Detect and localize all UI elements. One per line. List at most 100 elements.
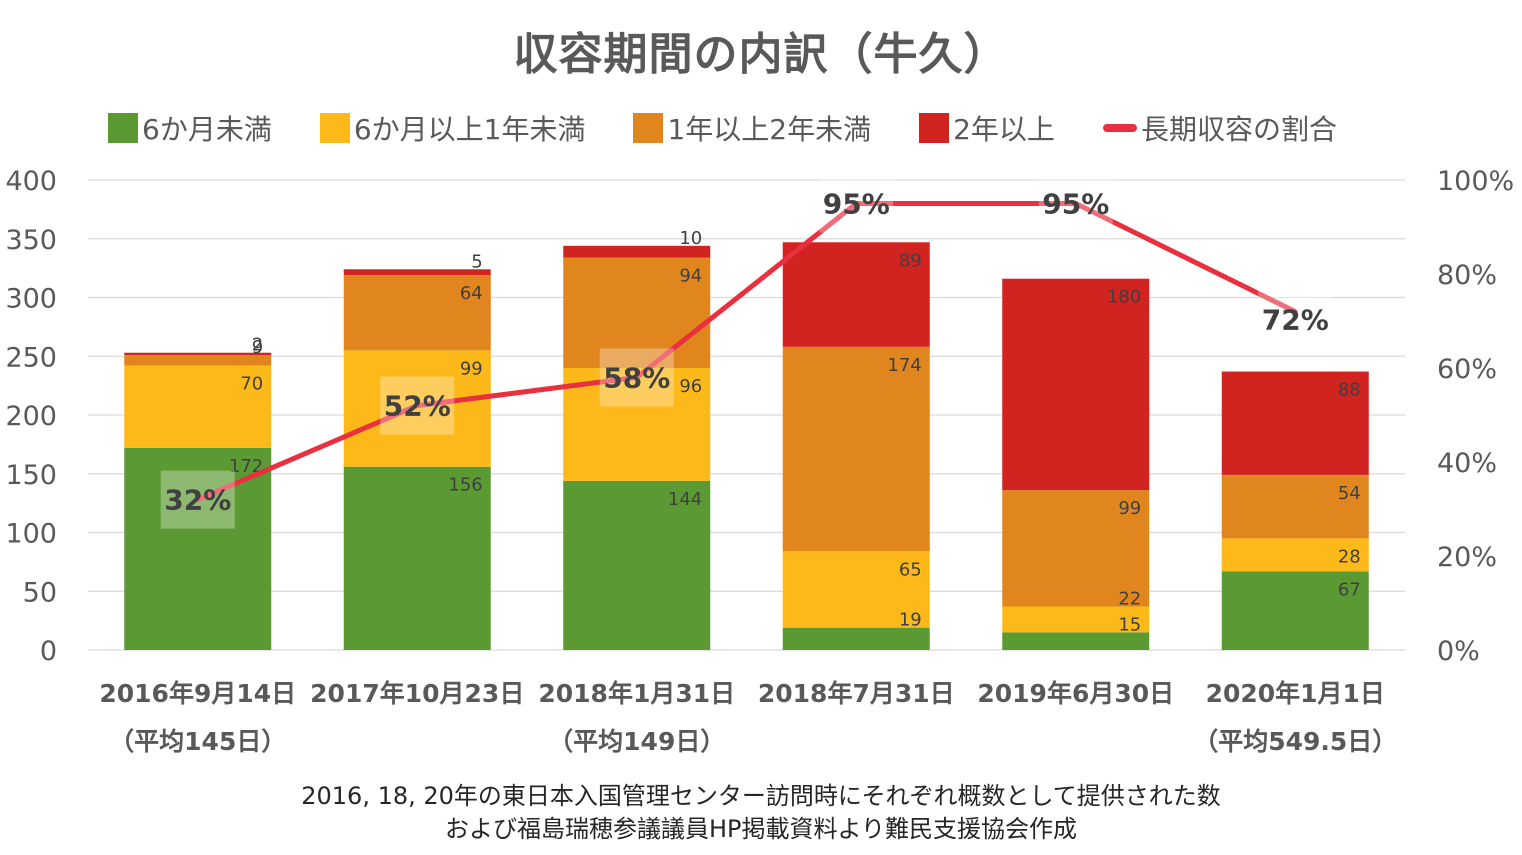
ratio-label-background — [380, 376, 455, 435]
bar-segment — [1002, 632, 1150, 650]
y-axis-right: 0% 20% 40% 60% 80% 100% — [1437, 166, 1514, 667]
bar-segment — [563, 480, 711, 650]
x-category-label: 2016年9月14日 — [99, 679, 296, 708]
legend-swatch — [319, 113, 350, 143]
bar-value-label: 94 — [679, 266, 702, 287]
ratio-label-background — [1038, 174, 1113, 233]
bar-value-label: 96 — [679, 376, 702, 397]
bar-value-label: 144 — [668, 489, 702, 510]
x-category-sublabel: （平均145日） — [109, 727, 286, 756]
bar-value-label: 5 — [471, 251, 482, 272]
bar-value-label: 89 — [899, 250, 922, 271]
ratio-line — [195, 201, 1298, 503]
bar-value-label: 2 — [252, 335, 263, 356]
x-category-label: 2017年10月23日 — [310, 679, 524, 708]
bar-segment — [1221, 538, 1369, 572]
legend-label: 6か月以上1年未満 — [353, 113, 586, 146]
stacked-bars — [124, 242, 1369, 650]
bar-value-label: 70 — [240, 374, 263, 395]
x-category-sublabel: （平均549.5日） — [1193, 727, 1397, 756]
ratio-line-path — [195, 201, 1298, 503]
bar-value-label: 99 — [460, 358, 483, 379]
bar-segment — [1221, 571, 1369, 650]
ratio-label: 32% — [164, 484, 231, 517]
legend-label: 6か月未満 — [142, 113, 272, 146]
bar-value-label: 15 — [1118, 614, 1141, 635]
ratio-label-background — [819, 174, 894, 233]
gridlines — [88, 179, 1405, 651]
y-tick-label: 150 — [5, 460, 57, 491]
legend-line-swatch — [1102, 124, 1137, 132]
bar-segment — [1002, 278, 1150, 491]
bar-value-label: 172 — [229, 456, 263, 477]
legend-item-under-6-months: 6か月未満 — [108, 108, 272, 148]
bar-segment — [124, 352, 272, 356]
x-category-label: 2018年7月31日 — [758, 679, 955, 708]
bar-segment — [782, 627, 930, 650]
chart-title: 収容期間の内訳（牛久） — [513, 29, 1009, 80]
bar-segment — [1221, 474, 1369, 539]
x-category-label: 2019年6月30日 — [977, 679, 1174, 708]
bar-segment — [563, 368, 711, 481]
bar-value-label: 67 — [1338, 579, 1361, 600]
y-tick-label: 100 — [5, 519, 57, 550]
x-category-sublabel: （平均149日） — [548, 727, 725, 756]
bar-value-label: 65 — [899, 559, 922, 580]
legend-item-long-term-ratio: 長期収容の割合 — [1102, 108, 1337, 148]
bar-value-label: 22 — [1118, 589, 1141, 610]
ratio-labels: 32% 52% 58% 95% 95% 72% — [160, 174, 1333, 529]
y-tick-label: 350 — [5, 225, 57, 256]
y2-tick-label: 0% — [1437, 636, 1480, 667]
footnote-line-1: 2016, 18, 20年の東日本入国管理センター訪問時にそれぞれ概数として提供… — [301, 782, 1221, 810]
legend-swatch — [919, 113, 950, 143]
y-tick-label: 200 — [5, 401, 57, 432]
y2-tick-label: 100% — [1437, 166, 1514, 197]
x-category-label: 2018年1月31日 — [538, 679, 735, 708]
bar-segment — [124, 365, 272, 448]
ratio-label: 58% — [603, 361, 670, 394]
bar-value-label: 19 — [899, 610, 922, 631]
bar-segment — [343, 269, 491, 276]
bar-segment — [563, 245, 711, 258]
bar-segment — [782, 551, 930, 628]
ratio-label: 95% — [1042, 188, 1109, 221]
legend-label: 長期収容の割合 — [1140, 113, 1337, 146]
bar-value-label: 180 — [1107, 287, 1141, 308]
ratio-label: 72% — [1262, 304, 1329, 337]
bar-segment — [124, 447, 272, 650]
bar-segment — [1002, 490, 1150, 607]
ratio-label-background — [1258, 290, 1333, 349]
y-axis-left: 0 50 100 150 200 250 300 350 400 — [5, 166, 57, 667]
bar-segment — [343, 466, 491, 650]
bar-value-label: 54 — [1338, 483, 1361, 504]
y-tick-label: 50 — [23, 577, 57, 608]
bar-value-label: 28 — [1338, 546, 1361, 567]
legend-label: 1年以上2年未満 — [667, 113, 872, 146]
legend-item-over-2-years: 2年以上 — [919, 108, 1055, 148]
bar-segment — [1221, 371, 1369, 475]
x-axis: 2016年9月14日 （平均145日） 2017年10月23日 2018年1月31日 （… — [99, 679, 1397, 756]
ratio-label-background — [160, 470, 235, 529]
y-tick-label: 300 — [5, 284, 57, 315]
footnote: 2016, 18, 20年の東日本入国管理センター訪問時にそれぞれ概数として提供… — [0, 780, 1522, 846]
y2-tick-label: 40% — [1437, 448, 1497, 479]
bar-value-label: 174 — [887, 355, 921, 376]
ratio-label: 95% — [823, 188, 890, 221]
legend-swatch — [108, 113, 138, 143]
ratio-label-background — [599, 348, 674, 407]
x-category-label: 2020年1月1日 — [1206, 679, 1385, 708]
bar-value-label: 9 — [252, 337, 263, 358]
bar-segment — [343, 350, 491, 467]
ratio-label: 52% — [384, 390, 451, 423]
bar-segment — [563, 257, 711, 368]
y-tick-label: 250 — [5, 342, 57, 373]
bar-value-label: 88 — [1338, 380, 1361, 401]
bar-value-label: 156 — [448, 475, 482, 496]
bar-value-label: 99 — [1118, 498, 1141, 519]
y-tick-label: 0 — [40, 636, 57, 667]
bar-segment — [782, 242, 930, 347]
footnote-line-2: および福島瑞穂参議議員HP掲載資料より難民支援協会作成 — [444, 815, 1078, 843]
bar-segment — [1002, 606, 1150, 633]
y2-tick-label: 20% — [1437, 542, 1497, 573]
